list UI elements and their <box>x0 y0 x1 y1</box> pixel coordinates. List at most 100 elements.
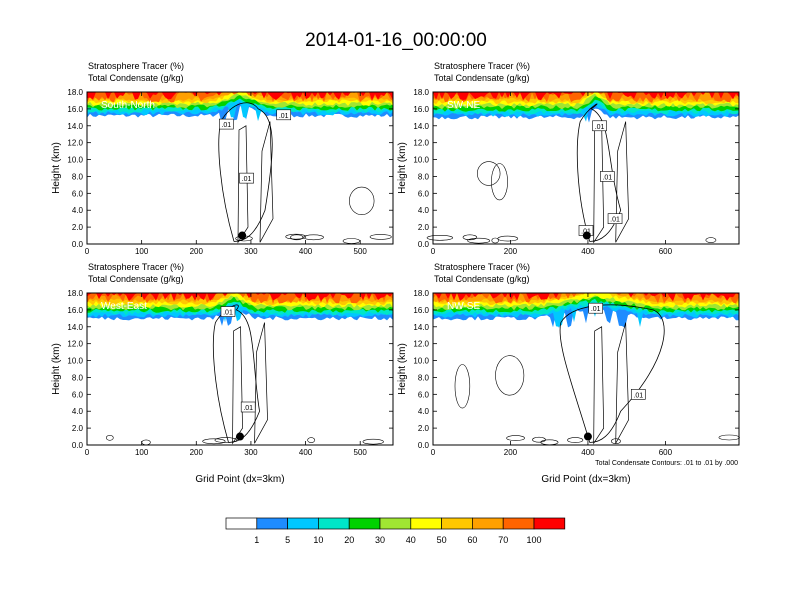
panel-label: SW-NE <box>447 100 480 111</box>
panel-subtitle: Stratosphere Tracer (%) <box>434 262 530 272</box>
colorbar-label: 60 <box>467 535 477 545</box>
panel-subtitle: Total Condensate (g/kg) <box>88 73 184 83</box>
storm-marker <box>583 432 592 441</box>
y-tick-label: 2.0 <box>72 424 84 433</box>
y-tick-label: 4.0 <box>418 407 430 416</box>
contour-label: .01 <box>279 113 289 120</box>
condensate-contour <box>615 121 630 243</box>
condensate-contour <box>506 435 525 441</box>
y-tick-label: 12.0 <box>67 340 83 349</box>
colorbar-cell <box>287 517 319 530</box>
x-tick-label: 100 <box>135 247 149 256</box>
condensate-contour <box>532 436 546 443</box>
colorbar-label: 1 <box>254 535 259 545</box>
condensate-contour <box>705 237 717 243</box>
condensate-contour <box>567 437 584 443</box>
y-tick-label: 16.0 <box>413 105 429 114</box>
contour-label-box <box>607 213 623 224</box>
plot-frame <box>432 292 740 446</box>
panel-nw-se: .01 .01 0.0 2.0 4.0 6.0 8.0 10.0 12.0 14.0 16.0 18.… <box>397 262 740 485</box>
tracer-band-10 <box>433 293 739 302</box>
y-tick-label: 8.0 <box>418 172 430 181</box>
y-tick-label: 6.0 <box>72 189 84 198</box>
panel-subtitle: Total Condensate (g/kg) <box>434 274 530 284</box>
x-tick-label: 500 <box>354 247 368 256</box>
y-tick-label: 0.0 <box>72 441 84 450</box>
condensate-contour <box>307 437 316 443</box>
figure-title: 2014-01-16_00:00:00 <box>305 30 487 51</box>
plot-frame <box>86 292 394 446</box>
y-tick-label: 14.0 <box>413 122 429 131</box>
y-tick-label: 10.0 <box>67 357 83 366</box>
contour-label-box <box>600 171 615 182</box>
contour-label: .01 <box>602 174 612 181</box>
x-tick-label: 600 <box>659 448 673 457</box>
condensate-contour <box>369 234 392 240</box>
x-tick-label: 0 <box>431 247 436 256</box>
panel-subtitle: Stratosphere Tracer (%) <box>434 61 530 71</box>
y-tick-label: 8.0 <box>418 373 430 382</box>
y-tick-label: 4.0 <box>418 206 430 215</box>
y-tick-label: 4.0 <box>72 407 84 416</box>
condensate-contour <box>491 163 508 201</box>
colorbar-cell <box>533 517 566 530</box>
y-axis-label: Height (km) <box>51 142 62 194</box>
y-tick-label: 0.0 <box>72 240 84 249</box>
y-tick-label: 16.0 <box>67 306 83 315</box>
condensate-contour <box>285 233 307 240</box>
y-tick-label: 4.0 <box>72 206 84 215</box>
colorbar-cell <box>441 517 473 530</box>
x-tick-label: 600 <box>659 247 673 256</box>
contour-label-box <box>630 389 646 400</box>
x-tick-label: 400 <box>299 247 313 256</box>
x-tick-label: 500 <box>354 448 368 457</box>
y-tick-label: 12.0 <box>413 340 429 349</box>
y-tick-label: 14.0 <box>413 323 429 332</box>
y-tick-label: 10.0 <box>413 357 429 366</box>
y-tick-label: 12.0 <box>67 139 83 148</box>
y-tick-label: 10.0 <box>413 156 429 165</box>
y-tick-label: 18.0 <box>413 289 429 298</box>
condensate-contour <box>202 438 226 445</box>
contour-label-box <box>276 109 292 121</box>
y-tick-label: 14.0 <box>67 323 83 332</box>
colorbar-cell <box>502 517 535 530</box>
storm-marker <box>236 432 244 441</box>
contour-label: .01 <box>591 306 601 313</box>
contour-label: .01 <box>221 122 231 129</box>
tracer-band-10 <box>87 293 393 302</box>
colorbar-label: 70 <box>498 535 508 545</box>
colorbar-cell <box>318 517 350 530</box>
x-tick-label: 200 <box>190 247 204 256</box>
colorbar-cell <box>379 517 412 530</box>
y-tick-label: 18.0 <box>413 88 429 97</box>
contour-label-box <box>220 306 236 317</box>
x-tick-label: 200 <box>190 448 204 457</box>
colorbar-label: 10 <box>313 535 323 545</box>
condensate-contour <box>467 237 491 244</box>
condensate-contour <box>462 234 478 241</box>
panel-subtitle: Stratosphere Tracer (%) <box>88 262 184 272</box>
colorbar-cell <box>348 517 381 530</box>
x-tick-label: 0 <box>85 247 90 256</box>
tracer-band-10 <box>87 92 393 101</box>
colorbar-cell <box>225 517 258 530</box>
y-tick-label: 2.0 <box>418 424 430 433</box>
y-tick-label: 0.0 <box>418 441 430 450</box>
condensate-contour <box>477 161 501 186</box>
condensate-contour <box>303 234 324 241</box>
contour-label: .01 <box>595 124 605 131</box>
condensate-contour <box>559 304 665 443</box>
y-tick-label: 12.0 <box>413 139 429 148</box>
panel-label: South-North <box>101 100 155 111</box>
colorbar-label: 20 <box>344 535 354 545</box>
colorbar-cell <box>256 517 288 530</box>
contour-note: Total Condensate Contours: .01 to .01 by… <box>595 460 738 467</box>
x-axis-label: Grid Point (dx=3km) <box>195 474 284 485</box>
y-tick-label: 16.0 <box>67 105 83 114</box>
plot-frame <box>86 91 394 245</box>
condensate-contour <box>495 355 525 396</box>
panel-subtitle: Total Condensate (g/kg) <box>88 274 184 284</box>
condensate-contour <box>497 235 519 242</box>
